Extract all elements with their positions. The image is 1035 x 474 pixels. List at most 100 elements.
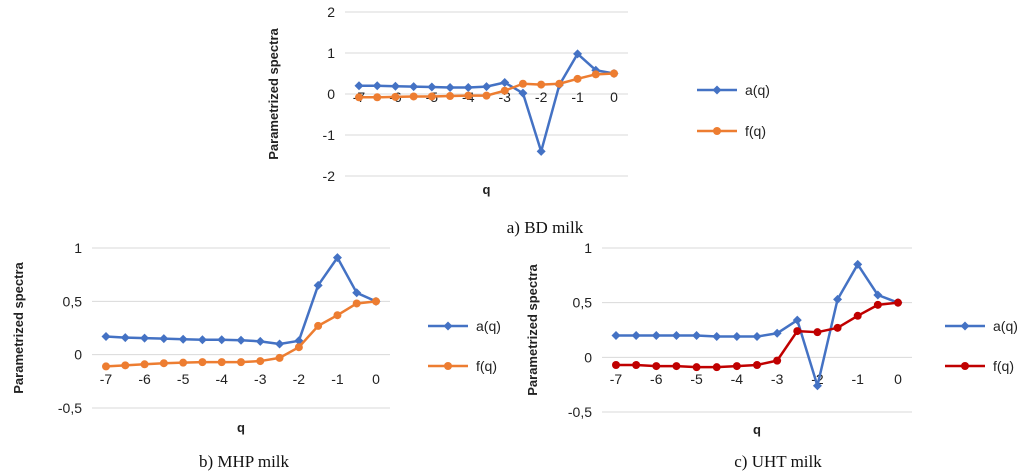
chart-a-series-aq-point <box>536 146 546 156</box>
chart-c-series-fq-point <box>853 311 862 320</box>
chart-b-y-tick-label: -0,5 <box>58 400 82 416</box>
chart-a-caption: a) BD milk <box>507 218 584 237</box>
chart-b-series-aq-point <box>178 334 188 344</box>
chart-c-series-fq-point <box>873 300 882 309</box>
chart-a-y-tick-label: -2 <box>323 168 336 184</box>
chart-b-y-axis-label: Parametrized spectra <box>11 261 26 393</box>
chart-c-series-fq-point <box>753 360 761 369</box>
chart-c-series-aq-point <box>812 381 822 391</box>
chart-b-x-tick-label: -3 <box>254 371 267 387</box>
chart-a-series-fq-point <box>373 93 382 102</box>
chart-b-x-tick-label: -2 <box>293 371 306 387</box>
chart-b-x-tick-label: -4 <box>215 371 228 387</box>
chart-b-caption: b) MHP milk <box>199 452 290 471</box>
chart-c-series-aq-point <box>631 330 641 340</box>
chart-b-legend-fq-marker <box>444 362 452 370</box>
chart-c-series-aq-point <box>671 330 681 340</box>
chart-c-legend-aq-marker <box>960 321 970 331</box>
chart-a-series-fq-point <box>518 79 527 88</box>
chart-b-series-aq-point <box>101 332 111 342</box>
chart-c-series-fq-point <box>773 356 782 365</box>
chart-a-series-aq-point <box>500 78 510 88</box>
chart-b-mhp-milk: 1 0,5 0 -0,5 -7 -6 -5 -4 -3 -2 -1 0 q Parametrized sp… <box>11 240 501 435</box>
chart-c-y-tick-label: -0,5 <box>568 404 592 420</box>
chart-c-legend-aq-label: a(q) <box>993 318 1018 334</box>
chart-a-series-fq-point <box>427 92 436 101</box>
chart-c-series-aq-point <box>692 330 702 340</box>
chart-c-legend-fq-marker <box>961 362 969 370</box>
chart-a-series-aq-point <box>409 82 419 92</box>
chart-b-series-fq-point <box>294 343 303 352</box>
chart-b-x-tick-label: -7 <box>100 371 113 387</box>
chart-c-series-aq-point <box>853 259 863 269</box>
chart-a-series-fq-point <box>500 86 509 95</box>
chart-c-series-fq-point <box>672 362 681 371</box>
chart-c-y-tick-label: 1 <box>584 240 592 256</box>
chart-a-series-aq-point <box>445 82 455 92</box>
chart-b-series-fq-point <box>275 353 284 362</box>
chart-b-y-tick-label: 0 <box>74 347 82 363</box>
chart-b-y-tick-label: 0,5 <box>63 293 83 309</box>
chart-a-series-fq-point <box>482 91 491 100</box>
chart-c-y-tick-label: 0,5 <box>573 295 593 311</box>
chart-a-series-aq-point <box>390 81 400 91</box>
chart-a-series-fq-point <box>391 92 400 101</box>
chart-c-series-aq-point <box>752 332 762 342</box>
chart-c-series-aq-point <box>732 332 742 342</box>
chart-b-series-fq-point <box>217 358 226 367</box>
chart-b-series-aq-point <box>120 333 130 343</box>
chart-a-legend-aq-marker <box>712 85 722 95</box>
chart-a-y-tick-label: 0 <box>327 86 335 102</box>
chart-a-legend-aq-label: a(q) <box>745 82 770 98</box>
chart-c-series-aq-point <box>611 330 621 340</box>
chart-b-series-aq-point <box>255 336 265 346</box>
chart-c-y-tick-label: 0 <box>584 349 592 365</box>
chart-a-y-tick-label: 2 <box>327 4 335 20</box>
chart-c-x-tick-label: -1 <box>851 371 864 387</box>
chart-b-series-fq-line <box>105 300 377 368</box>
chart-c-series-aq-point <box>772 328 782 338</box>
chart-a-legend-fq-label: f(q) <box>745 123 766 139</box>
chart-a-series-aq-point <box>354 81 364 91</box>
chart-b-series-aq-line <box>105 256 377 346</box>
chart-a-y-axis-label: Parametrized spectra <box>266 27 281 159</box>
chart-c-x-tick-label: -4 <box>731 371 744 387</box>
chart-c-series-fq-point <box>692 363 701 372</box>
chart-a-series-fq-point <box>355 93 363 102</box>
chart-a-series-fq-point <box>409 92 418 101</box>
chart-c-series-fq-point <box>833 323 842 332</box>
chart-c-series-fq-point <box>813 328 822 337</box>
chart-b-series-fq-point <box>314 321 323 330</box>
chart-b-series-aq-point <box>313 280 323 290</box>
chart-c-series-fq-point <box>793 327 802 336</box>
chart-c-series-aq-point <box>651 330 661 340</box>
chart-c-y-axis-label: Parametrized spectra <box>525 263 540 395</box>
chart-b-series-fq-point <box>352 299 361 308</box>
chart-c-series-aq-point <box>833 294 843 304</box>
chart-a-series-fq-point <box>591 70 600 79</box>
chart-b-legend-fq-label: f(q) <box>476 358 497 374</box>
chart-a-series-aq-point <box>372 81 382 91</box>
chart-a-x-tick-label: -1 <box>571 89 584 105</box>
chart-a-x-tick-label: 0 <box>610 89 618 105</box>
chart-a-series-aq-point <box>573 49 583 59</box>
chart-a-x-axis-label: q <box>483 182 491 197</box>
chart-a-y-tick-label: 1 <box>327 45 335 61</box>
chart-c-x-tick-label: -7 <box>610 371 623 387</box>
chart-c-series-fq-point <box>894 298 902 307</box>
chart-b-series-fq-point <box>102 362 110 371</box>
chart-a-legend-fq-marker <box>713 127 721 135</box>
chart-a-series-fq-point <box>464 91 473 100</box>
chart-b-series-fq-point <box>333 311 342 320</box>
chart-c-caption: c) UHT milk <box>734 452 822 471</box>
chart-a-x-tick-label: -2 <box>535 89 548 105</box>
chart-b-x-tick-label: -6 <box>138 371 151 387</box>
chart-c-x-axis-label: q <box>753 422 761 437</box>
chart-a-series-fq-point <box>573 74 582 83</box>
chart-a-series-fq-point <box>537 80 546 89</box>
chart-c-legend-fq-label: f(q) <box>993 358 1014 374</box>
chart-b-legend-aq-marker <box>443 321 453 331</box>
